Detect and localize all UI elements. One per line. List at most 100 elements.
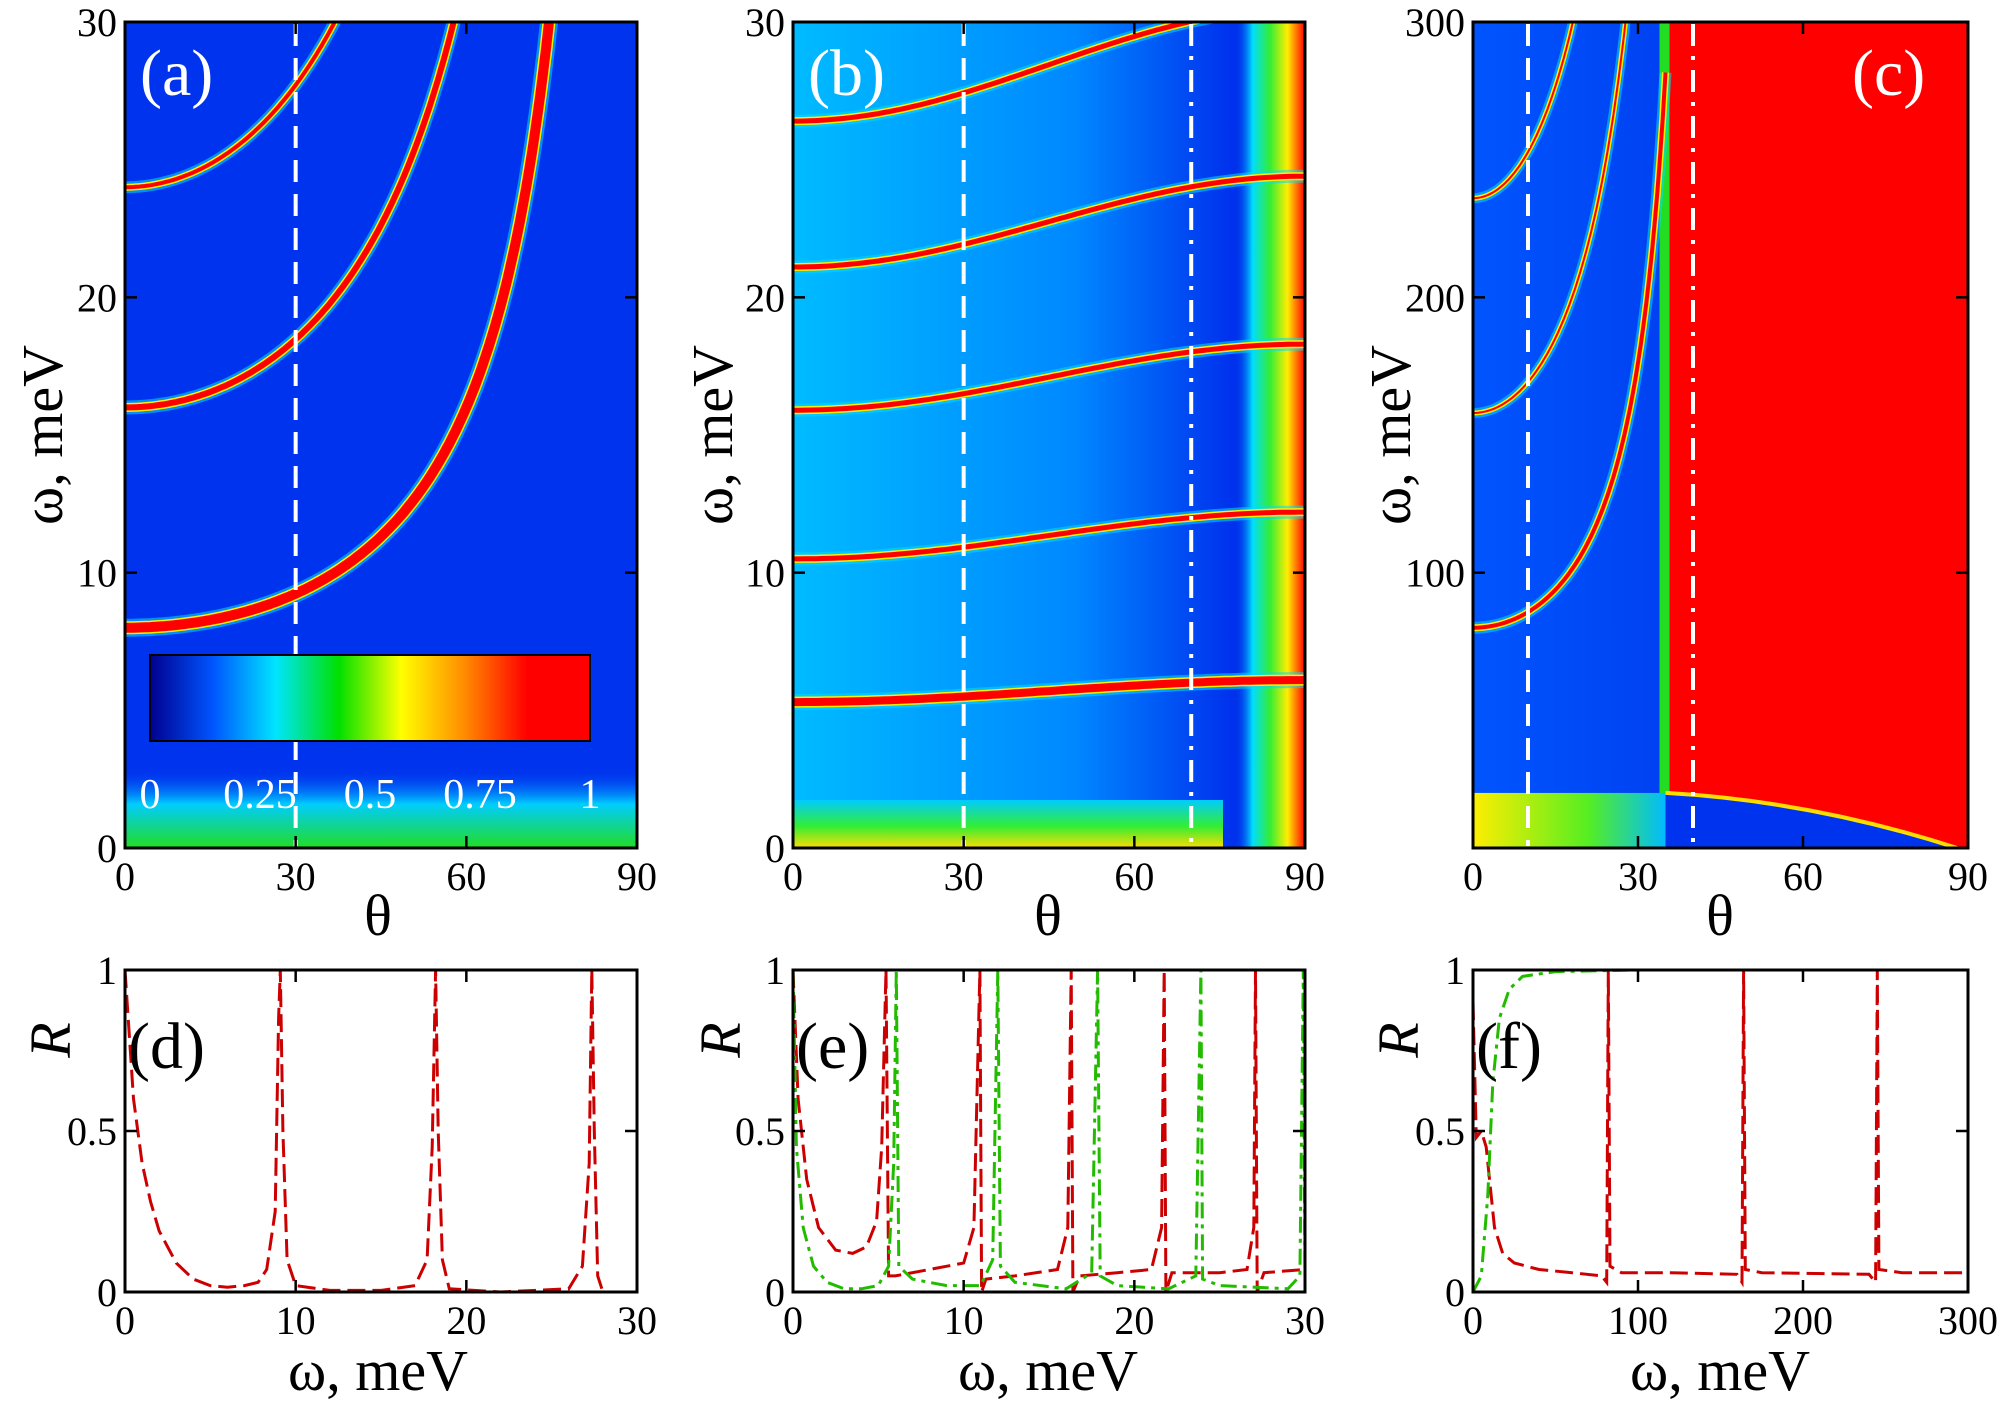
x-tick-label: 0 — [1463, 854, 1483, 899]
colorbar-tick-4: 1 — [580, 772, 601, 818]
y-tick-label: 0.5 — [1415, 1109, 1465, 1154]
colorbar-tick-3: 0.75 — [443, 772, 517, 818]
panel-e-ylabel: R — [688, 1022, 753, 1058]
x-tick-label: 0 — [783, 1298, 803, 1343]
mode-ridge — [793, 173, 1305, 270]
panel-d-series — [123, 969, 637, 1294]
panel-c-letter: (c) — [1852, 37, 1925, 110]
mode-ridge — [1473, 22, 1574, 200]
panel-e-background — [793, 970, 1305, 1292]
panel-f-axes: 0 100 200 300 0 0.5 1 — [1415, 948, 1998, 1343]
x-tick-label: 100 — [1608, 1298, 1668, 1343]
panel-b-background — [793, 22, 1305, 848]
x-tick-label: 30 — [617, 1298, 657, 1343]
x-tick-label: 10 — [276, 1298, 316, 1343]
x-tick-label: 20 — [446, 1298, 486, 1343]
y-tick-label: 200 — [1405, 275, 1465, 320]
series-dashed-line — [1471, 969, 1968, 1288]
x-tick-label: 30 — [1285, 1298, 1325, 1343]
colorbar-tick-2: 0.5 — [344, 772, 397, 818]
series-dashdot-line — [791, 969, 1307, 1291]
x-tick-label: 10 — [944, 1298, 984, 1343]
panel-b-heatmap: 0 30 60 90 0 10 20 30 (b) θ ω, meV — [680, 0, 1325, 948]
panel-e-axes: 0 10 20 30 0 0.5 1 — [735, 948, 1325, 1343]
tongue-edge — [1665, 790, 1958, 848]
series-dashed-line — [791, 969, 1306, 1293]
critical-angle-boundary — [1659, 22, 1670, 848]
y-tick-label: 100 — [1405, 551, 1465, 596]
panel-c-xlabel: θ — [1706, 883, 1734, 948]
x-tick-label: 200 — [1773, 1298, 1833, 1343]
panel-d-letter: (d) — [128, 1010, 205, 1083]
panel-e-xlabel: ω, meV — [958, 1338, 1138, 1403]
panel-b-xlabel: θ — [1034, 883, 1062, 948]
x-tick-label: 30 — [944, 854, 984, 899]
panel-a-frame — [123, 20, 639, 850]
colorbar-strip — [149, 654, 591, 742]
y-tick-label: 10 — [745, 551, 785, 596]
panel-e-series — [791, 969, 1307, 1293]
panel-f-letter: (f) — [1476, 1010, 1542, 1083]
series-dashed-line — [123, 969, 637, 1294]
panel-c-ylabel: ω, meV — [1358, 345, 1423, 525]
mode-ridge — [793, 341, 1305, 413]
panel-a-ylabel: ω, meV — [10, 345, 75, 525]
panel-f-xlabel: ω, meV — [1630, 1338, 1810, 1403]
x-tick-label: 0 — [1463, 1298, 1483, 1343]
panel-b-mode-ridges — [793, 22, 1305, 711]
mode-ridge — [1473, 22, 1627, 414]
panel-e-letter: (e) — [796, 1010, 869, 1083]
panel-a-mode-ridges — [125, 22, 559, 637]
panel-b-grazing-edge — [1235, 22, 1305, 848]
series-dashdot-line — [1471, 968, 1968, 1293]
y-tick-label: 30 — [745, 0, 785, 45]
x-tick-label: 300 — [1938, 1298, 1998, 1343]
colorbar-tick-1: 0.25 — [223, 772, 297, 818]
panel-c-total-reflection-region — [1665, 22, 1968, 848]
panel-d-xlabel: ω, meV — [288, 1338, 468, 1403]
x-tick-label: 30 — [276, 854, 316, 899]
panel-f-line-plot: 0 100 200 300 0 0.5 1 (f) ω, meV R — [1366, 948, 1998, 1403]
mode-ridge — [793, 22, 1201, 124]
panel-f-series — [1471, 968, 1968, 1293]
x-tick-label: 90 — [617, 854, 657, 899]
panel-b-low-frequency-band — [793, 800, 1223, 848]
x-tick-label: 60 — [1783, 854, 1823, 899]
low-frequency-strip — [1473, 792, 1666, 848]
x-tick-label: 60 — [1114, 854, 1154, 899]
panel-c-heatmap: 0 30 60 90 100 200 300 (c) θ ω, meV — [1358, 0, 1988, 948]
x-tick-label: 30 — [1618, 854, 1658, 899]
mode-ridge — [125, 22, 338, 190]
y-tick-label: 1 — [97, 948, 117, 993]
panel-c-features — [1473, 22, 1958, 848]
x-tick-label: 0 — [115, 1298, 135, 1343]
y-tick-label: 30 — [77, 0, 117, 45]
panel-c-mode-ridges — [1473, 22, 1672, 634]
colorbar-tick-0: 0 — [140, 772, 161, 818]
panel-b-guides — [961, 24, 1194, 846]
mode-ridge — [125, 22, 555, 633]
mode-ridge — [793, 676, 1305, 707]
y-tick-label: 1 — [1445, 948, 1465, 993]
panel-d-ylabel: R — [18, 1022, 83, 1058]
panel-a-low-frequency-band — [125, 768, 637, 848]
panel-d-axes: 0 10 20 30 0 0.5 1 — [67, 948, 657, 1343]
y-tick-label: 0 — [97, 1270, 117, 1315]
x-tick-label: 60 — [446, 854, 486, 899]
y-tick-label: 0 — [765, 826, 785, 871]
y-tick-label: 20 — [77, 275, 117, 320]
y-tick-label: 300 — [1405, 0, 1465, 45]
y-tick-label: 0 — [765, 1270, 785, 1315]
y-tick-label: 0 — [1445, 1270, 1465, 1315]
x-tick-label: 0 — [783, 854, 803, 899]
panel-e-line-plot: 0 10 20 30 0 0.5 1 (e) ω, meV R — [688, 948, 1325, 1403]
panel-f-background — [1473, 970, 1968, 1292]
panel-c-axes: 0 30 60 90 100 200 300 — [1405, 0, 1988, 899]
panel-f-ylabel: R — [1366, 1022, 1431, 1058]
x-tick-label: 20 — [1114, 1298, 1154, 1343]
mode-ridge — [1473, 72, 1668, 630]
panel-c-guides — [1526, 24, 1695, 846]
